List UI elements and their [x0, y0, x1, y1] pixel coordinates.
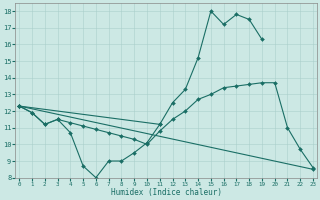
X-axis label: Humidex (Indice chaleur): Humidex (Indice chaleur) — [111, 188, 222, 197]
